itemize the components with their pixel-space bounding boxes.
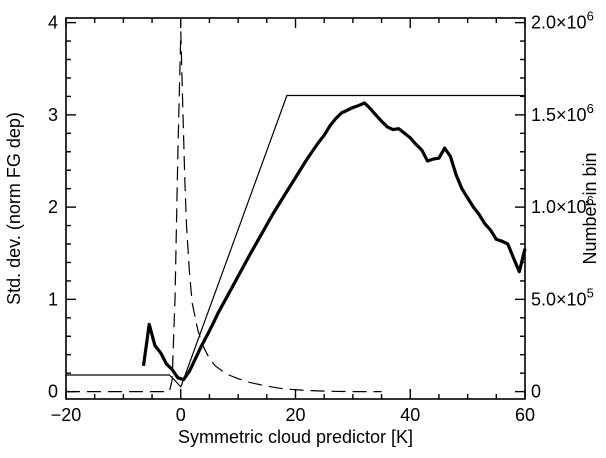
plot-area xyxy=(66,31,527,393)
y-left-tick-label: 1 xyxy=(48,289,58,309)
plot-frame xyxy=(65,17,526,400)
x-tick-label: 0 xyxy=(176,405,186,425)
x-tick-label: 20 xyxy=(285,405,305,425)
x-axis-label: Symmetric cloud predictor [K] xyxy=(178,427,413,447)
axis-labels: Symmetric cloud predictor [K] Std. dev. … xyxy=(4,112,600,447)
y-left-tick-label: 3 xyxy=(48,105,58,125)
y-axis-left-label: Std. dev. (norm FG dep) xyxy=(4,112,24,305)
y-right-tick-label: 0 xyxy=(531,382,541,402)
y-left-tick-label: 4 xyxy=(48,13,58,33)
y-right-tick-label: 1.5×106 xyxy=(531,101,594,125)
y-axis-right-label: Number in bin xyxy=(580,152,600,264)
series-line-thin-solid xyxy=(66,94,525,388)
x-tick-label: 60 xyxy=(515,405,535,425)
x-tick-label: −20 xyxy=(51,405,82,425)
y-right-tick-label: 2.0×106 xyxy=(531,9,594,33)
y-left-tick-label: 0 xyxy=(48,382,58,402)
axes: −20 0 20 40 600123405.0×1051.0×1061.5×1062.0… xyxy=(48,9,594,425)
y-right-tick-label: 1.0×106 xyxy=(531,193,594,217)
y-left-tick-label: 2 xyxy=(48,197,58,217)
x-tick-label: 40 xyxy=(400,405,420,425)
series-line-thick-solid xyxy=(141,101,527,382)
series-line-dashed xyxy=(66,31,382,393)
y-right-tick-label: 5.0×105 xyxy=(531,285,594,309)
